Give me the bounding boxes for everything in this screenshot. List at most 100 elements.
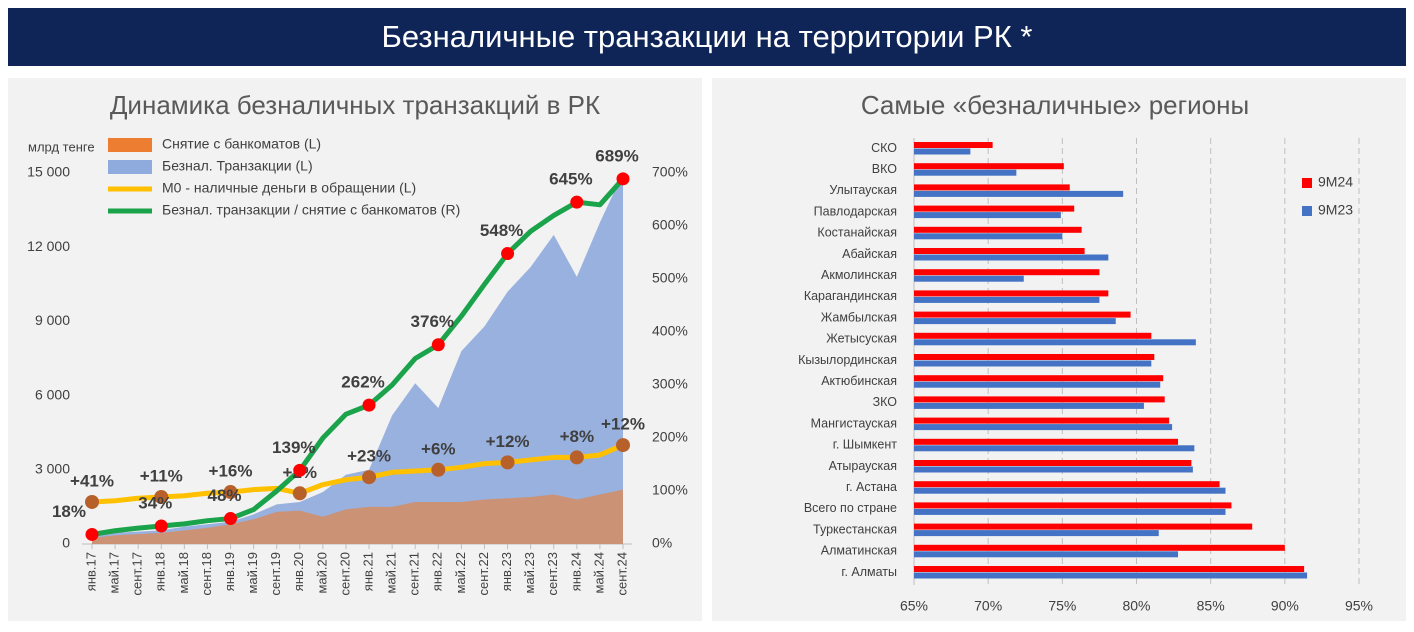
x-tick-label: янв.20 — [291, 552, 306, 591]
legend-swatch — [108, 160, 152, 174]
bar — [914, 481, 1220, 488]
annotation-dot — [223, 485, 238, 500]
y-tick-label: г. Алматы — [841, 565, 897, 579]
data-label: 18% — [52, 502, 86, 521]
legend-label: 9М24 — [1318, 174, 1353, 190]
y2-tick-label: 200% — [652, 429, 688, 445]
y-tick-label: Атырауская — [829, 459, 897, 473]
bar — [914, 311, 1131, 318]
annotation-label: +16% — [209, 462, 253, 481]
data-point — [362, 398, 376, 412]
bar — [914, 424, 1173, 431]
annotation-label: +6% — [421, 439, 456, 458]
x-tick-label: сент.21 — [407, 552, 422, 596]
x-tick-label: 75% — [1048, 598, 1076, 614]
annotation-label: +41% — [70, 471, 114, 490]
y-tick-label: Абайская — [842, 247, 897, 261]
y-tick-label: Карагандинская — [804, 289, 897, 303]
data-label: 139% — [272, 438, 315, 457]
bar — [914, 184, 1070, 191]
x-tick-label: сент.17 — [130, 552, 145, 596]
data-point — [154, 519, 168, 533]
area — [92, 489, 623, 544]
y-tick-label: ВКО — [872, 162, 897, 176]
right-panel — [712, 78, 1406, 621]
x-tick-label: май.17 — [107, 552, 122, 594]
x-tick-label: 90% — [1271, 598, 1299, 614]
bar — [914, 318, 1116, 325]
bar — [914, 375, 1164, 382]
bar — [914, 212, 1061, 219]
bar — [914, 248, 1085, 254]
x-tick-label: янв.18 — [153, 552, 168, 591]
bar — [914, 275, 1024, 282]
line — [91, 442, 624, 505]
legend-label: Снятие с банкоматов (L) — [162, 136, 321, 152]
bar — [914, 254, 1109, 261]
bar — [914, 445, 1195, 452]
data-label: 645% — [549, 170, 592, 189]
data-point — [293, 463, 307, 477]
bar — [914, 163, 1064, 170]
x-tick-label: май.23 — [522, 552, 537, 594]
x-tick-label: 95% — [1345, 598, 1373, 614]
x-tick-label: янв.23 — [499, 552, 514, 591]
bar — [914, 551, 1179, 558]
header-bar — [8, 8, 1406, 66]
x-tick-label: сент.18 — [199, 552, 214, 596]
annotation-label: +12% — [601, 415, 645, 434]
bar — [914, 148, 971, 155]
legend-swatch — [1302, 178, 1312, 188]
x-tick-label: май.24 — [591, 552, 606, 594]
legend-label: Безнал. Транзакции (L) — [162, 158, 313, 174]
x-tick-label: сент.19 — [268, 552, 283, 596]
y-tick-label: 0 — [62, 535, 70, 551]
bar — [914, 530, 1159, 537]
y-tick-label: Актюбинская — [821, 374, 897, 388]
data-point — [85, 527, 99, 541]
data-point — [224, 512, 238, 526]
annotation-dot — [154, 490, 169, 505]
annotation-label: +12% — [486, 432, 530, 451]
bar — [914, 290, 1109, 297]
area — [92, 173, 623, 544]
x-tick-label: сент.20 — [337, 552, 352, 596]
bar — [914, 508, 1226, 515]
bar — [914, 354, 1155, 360]
y2-tick-label: 600% — [652, 217, 688, 233]
x-tick-label: май.20 — [314, 552, 329, 594]
bar — [914, 205, 1075, 212]
annotation-dot — [362, 470, 377, 485]
y2-tick-label: 700% — [652, 164, 688, 180]
data-point — [570, 195, 584, 209]
bar — [914, 438, 1179, 445]
y-tick-label: Павлодарская — [814, 204, 897, 218]
bar — [914, 466, 1193, 473]
x-tick-label: янв.21 — [360, 552, 375, 591]
y-tick-label: г. Шымкент — [833, 438, 897, 452]
bar — [914, 396, 1165, 403]
bar — [914, 381, 1161, 388]
y-tick-label: 6 000 — [35, 386, 70, 402]
x-tick-label: 70% — [974, 598, 1002, 614]
x-tick-label: янв.22 — [430, 552, 445, 591]
annotation-dot — [85, 494, 99, 509]
bar — [914, 402, 1144, 409]
annotation-dot — [616, 438, 630, 453]
legend-label: Безнал. транзакции / снятие с банкоматов… — [162, 202, 460, 218]
x-tick-label: май.18 — [176, 552, 191, 594]
data-label: 48% — [208, 486, 242, 505]
x-tick-label: янв.19 — [222, 552, 237, 591]
bar — [914, 523, 1253, 530]
bar — [914, 269, 1100, 276]
bar — [914, 142, 993, 148]
x-tick-label: 65% — [900, 598, 928, 614]
bar — [914, 487, 1226, 494]
x-tick-label: сент.22 — [476, 552, 491, 596]
y-tick-label: Кызылординская — [798, 353, 897, 367]
y-tick-label: Алматинская — [821, 544, 897, 558]
x-tick-label: май.22 — [453, 552, 468, 594]
bar — [914, 544, 1285, 551]
x-tick-label: янв.17 — [83, 552, 98, 591]
bar — [914, 332, 1152, 339]
